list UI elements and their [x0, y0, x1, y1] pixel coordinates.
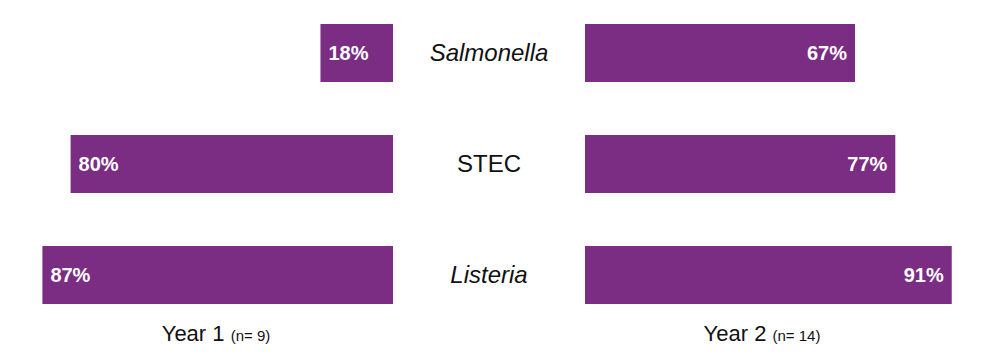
bar — [71, 135, 393, 193]
data-label: 80% — [79, 153, 119, 175]
bar — [585, 24, 855, 82]
data-label: 67% — [807, 42, 847, 64]
bar — [42, 246, 393, 304]
category-label: Salmonella — [430, 39, 549, 66]
category-label: Listeria — [450, 261, 527, 288]
bar — [320, 24, 393, 82]
bar-group — [42, 24, 393, 304]
chart-container: Salmonella STEC Listeria 18% 80% 87% Year 1 (n… — [0, 0, 1000, 360]
category-label: STEC — [457, 150, 521, 177]
bar-group — [585, 24, 952, 304]
series-label: Year 1 (n= 9) — [162, 321, 271, 346]
data-label: 91% — [904, 264, 944, 286]
bar — [585, 246, 952, 304]
data-label: 18% — [328, 42, 368, 64]
bar — [585, 135, 895, 193]
chart-svg: Salmonella STEC Listeria 18% 80% 87% Year 1 (n… — [0, 0, 1000, 360]
data-label: 87% — [50, 264, 90, 286]
series-label: Year 2 (n= 14) — [704, 321, 821, 346]
data-label: 77% — [847, 153, 887, 175]
